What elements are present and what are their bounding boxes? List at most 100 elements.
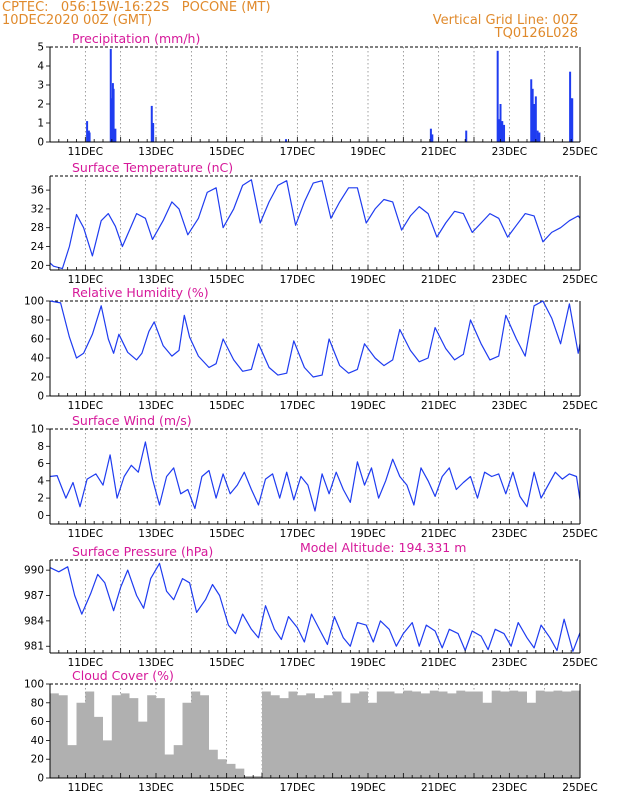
y-tick-label: 0: [37, 773, 44, 785]
cloud-cover-bar: [324, 695, 333, 778]
cloud-cover-bar: [562, 692, 571, 778]
x-tick-label: 21DEC: [421, 146, 456, 158]
surface-pressure-line: [49, 562, 581, 652]
cloud-cover-bar: [183, 703, 192, 778]
x-tick-label: 19DEC: [350, 782, 385, 794]
cloud-cover-bar: [509, 691, 518, 778]
x-tick-label: 19DEC: [350, 657, 385, 669]
y-tick-label: 100: [24, 296, 44, 308]
x-tick-label: 21DEC: [421, 782, 456, 794]
y-tick-label: 981: [24, 641, 44, 653]
y-tick-label: 0: [37, 510, 44, 522]
surface-wind-title: Surface Wind (m/s): [72, 413, 192, 428]
y-tick-label: 2: [37, 99, 44, 111]
precipitation-bar: [534, 96, 537, 142]
x-tick-label: 15DEC: [209, 400, 244, 412]
x-tick-label: 15DEC: [209, 528, 244, 540]
cloud-cover-bar: [465, 692, 474, 778]
precipitation-bar: [531, 88, 534, 142]
precipitation-bar: [538, 132, 541, 142]
x-tick-label: 11DEC: [68, 146, 103, 158]
x-tick-label: 23DEC: [492, 657, 527, 669]
x-tick-label: 19DEC: [350, 274, 385, 286]
precipitation-panel: 0 1 2 3 4 5 11DEC 13DEC 15DEC 17DEC 19DEC 21DEC 23DE…: [37, 31, 597, 158]
precipitation-bar: [503, 124, 506, 142]
relative-humidity-title: Relative Humidity (%): [72, 285, 209, 300]
y-tick-label: 36: [31, 185, 45, 197]
x-tick-label: 17DEC: [280, 528, 315, 540]
cloud-cover-bar: [50, 693, 59, 778]
cloud-cover-title: Cloud Cover (%): [72, 668, 174, 683]
y-tick-label: 3: [37, 80, 44, 92]
header-grid-note: Vertical Grid Line: 00Z: [432, 13, 578, 28]
cloud-cover-bar: [439, 692, 448, 778]
cloud-cover-bar: [130, 698, 139, 778]
x-tick-label: 17DEC: [280, 657, 315, 669]
x-tick-label: 21DEC: [421, 400, 456, 412]
cloud-cover-bar: [156, 698, 165, 778]
x-tick-label: 17DEC: [280, 400, 315, 412]
precipitation-bar: [285, 139, 288, 142]
x-tick-label: 15DEC: [209, 657, 244, 669]
x-tick-label: 17DEC: [280, 146, 315, 158]
y-tick-label: 0: [37, 137, 44, 149]
cloud-cover-bar: [571, 691, 580, 778]
precipitation-bar: [152, 123, 155, 142]
cloud-cover-bar: [280, 698, 289, 778]
cloud-cover-bar: [85, 692, 94, 778]
cloud-cover-bar: [342, 703, 351, 778]
x-tick-label: 15DEC: [209, 782, 244, 794]
cloud-cover-bar: [59, 695, 68, 778]
precipitation-bar: [150, 105, 153, 142]
precipitation-bar: [465, 130, 468, 142]
cloud-cover-bar: [350, 693, 359, 778]
x-tick-label: 25DEC: [562, 657, 597, 669]
precipitation-bar: [109, 48, 112, 142]
precipitation-bar: [571, 98, 574, 142]
precipitation-bar: [496, 50, 499, 142]
y-tick-label: 2: [37, 493, 44, 505]
x-tick-label: 19DEC: [350, 528, 385, 540]
cloud-cover-panel: 0 20 40 60 80 100 11DEC 13DEC 15DEC 17DEC 19DEC 21D…: [24, 668, 598, 794]
x-tick-label: 11DEC: [68, 274, 103, 286]
y-tick-label: 40: [31, 353, 44, 365]
y-tick-label: 984: [24, 615, 44, 627]
cloud-cover-bar: [306, 693, 315, 778]
cloud-cover-bar: [554, 691, 563, 778]
y-tick-label: 40: [31, 735, 44, 747]
x-tick-label: 23DEC: [492, 528, 527, 540]
relative-humidity-line: [49, 300, 581, 378]
cloud-cover-bar: [501, 692, 510, 778]
precipitation-bar: [112, 88, 115, 142]
cloud-cover-bar: [94, 717, 103, 778]
x-tick-label: 25DEC: [562, 400, 597, 412]
cloud-cover-bar: [297, 695, 306, 778]
cloud-cover-bar: [448, 693, 457, 778]
surface-pressure-panel: 981 984 987 990 11DEC 13DEC 15DEC 17DEC 19DEC 21D…: [24, 544, 598, 669]
cloud-cover-bar: [112, 695, 121, 778]
y-tick-label: 80: [31, 315, 44, 327]
y-tick-label: 20: [31, 260, 44, 272]
precipitation-bar: [569, 71, 572, 142]
precipitation-bar: [536, 130, 539, 142]
x-tick-label: 23DEC: [492, 274, 527, 286]
cloud-cover-bar: [218, 759, 227, 778]
y-tick-label: 8: [37, 441, 44, 453]
x-tick-label: 11DEC: [68, 400, 103, 412]
cloud-cover-bar: [421, 693, 430, 778]
cloud-cover-bar: [359, 692, 368, 778]
x-tick-label: 25DEC: [562, 528, 597, 540]
x-tick-label: 13DEC: [138, 657, 173, 669]
cloud-cover-bar: [147, 695, 156, 778]
precipitation-bar: [499, 104, 502, 142]
cloud-cover-bar: [138, 722, 147, 778]
precipitation-bar: [110, 98, 113, 142]
x-tick-label: 25DEC: [562, 782, 597, 794]
cloud-cover-bar: [271, 695, 280, 778]
cloud-cover-bar: [262, 692, 271, 778]
cloud-cover-bar: [103, 740, 112, 778]
x-tick-label: 15DEC: [209, 146, 244, 158]
cloud-cover-bar: [403, 691, 412, 778]
x-tick-label: 11DEC: [68, 528, 103, 540]
cloud-cover-bar: [456, 691, 465, 778]
